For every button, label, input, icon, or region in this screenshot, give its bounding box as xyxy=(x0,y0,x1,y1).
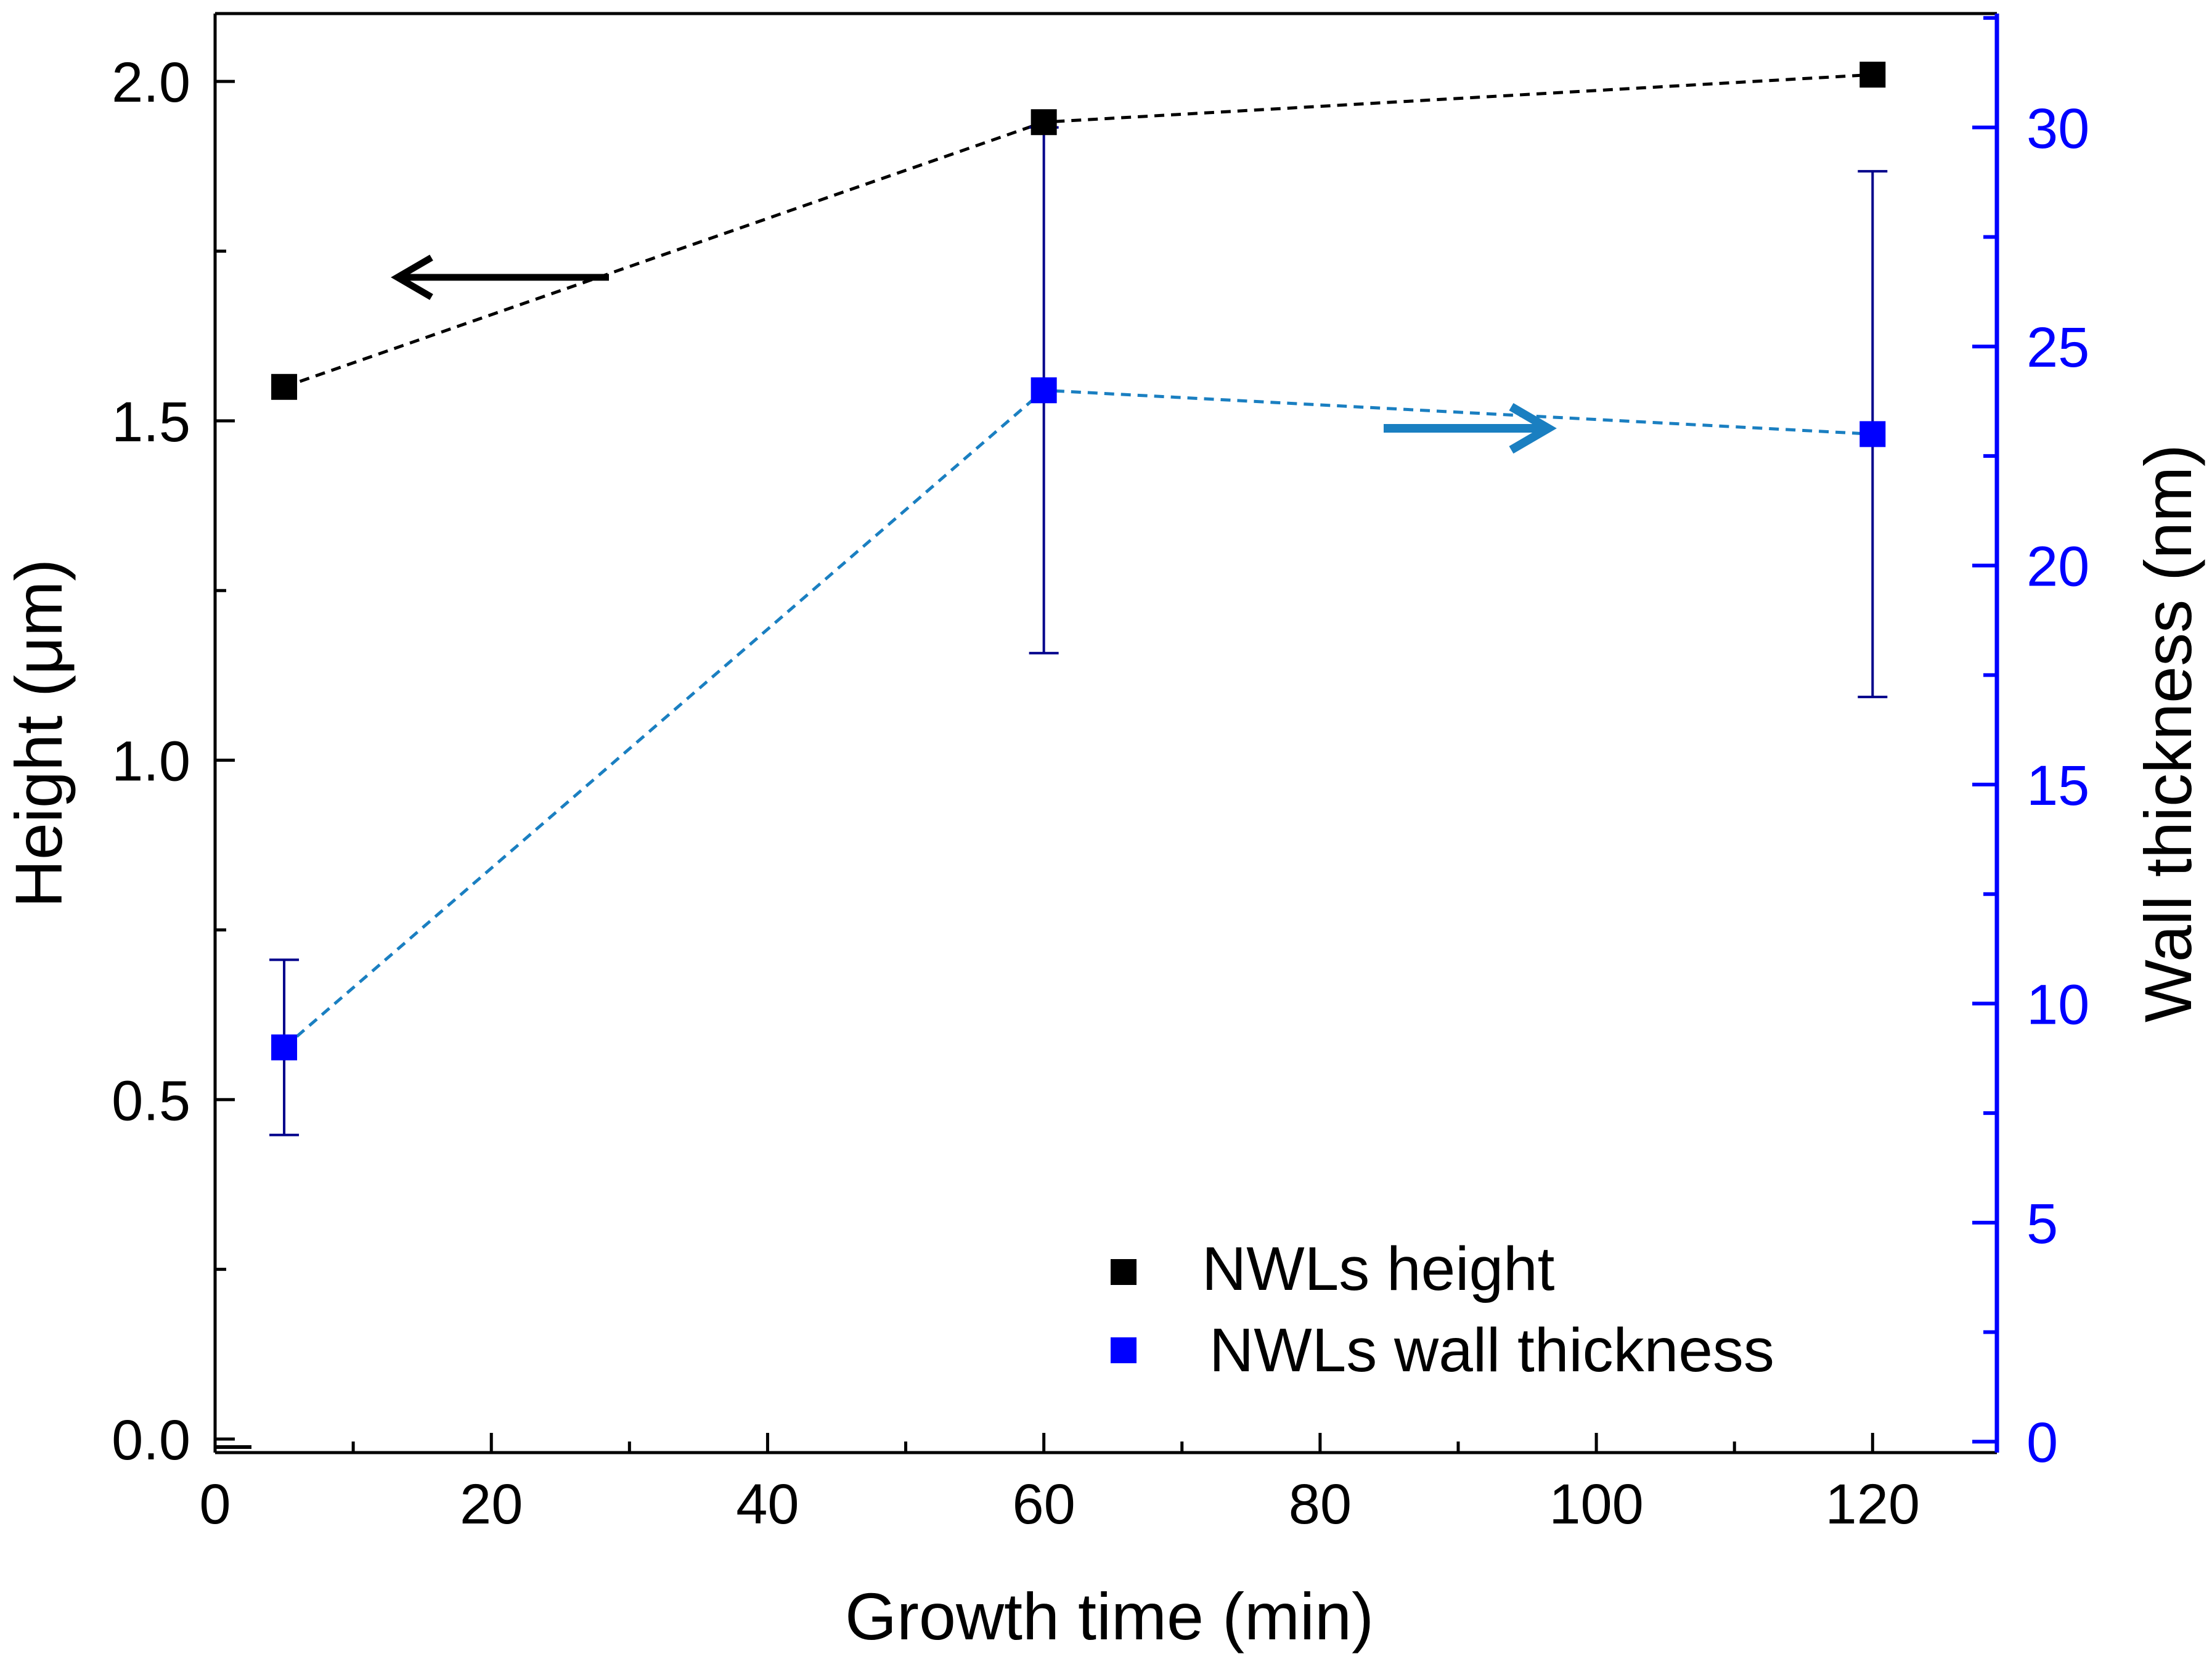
axes xyxy=(213,12,1999,1454)
series-points xyxy=(271,62,1886,1061)
legend: NWLs height NWLs wall thickness xyxy=(1111,1234,1774,1385)
y-tick-label: 0.5 xyxy=(112,1069,190,1132)
y-tick-label: 1.5 xyxy=(112,391,190,454)
legend-marker-wall xyxy=(1111,1337,1137,1363)
x-axis-title: Growth time (min) xyxy=(845,1579,1374,1654)
data-point-wall xyxy=(271,1034,298,1061)
x-tick-label: 100 xyxy=(1549,1473,1644,1536)
data-point-height xyxy=(1859,62,1886,88)
data-point-wall xyxy=(1030,377,1057,404)
legend-marker-height xyxy=(1111,1259,1137,1285)
left-arrow-head xyxy=(391,255,433,300)
y-tick-label: 0.0 xyxy=(112,1409,190,1472)
x-ticks: 0 20 40 60 80 100 120 xyxy=(199,1433,1920,1536)
y-tick-label: 2.0 xyxy=(112,51,190,114)
y-ticks: 0.0 0.5 1.0 1.5 2.0 xyxy=(112,51,235,1472)
data-point-wall xyxy=(1859,421,1886,447)
y2-tick-label: 25 xyxy=(2026,316,2089,379)
y-axis-title: Height (μm) xyxy=(1,559,76,908)
x-tick-label: 120 xyxy=(1826,1473,1920,1536)
x-tick-label: 0 xyxy=(199,1473,231,1536)
data-point-height xyxy=(1030,109,1057,136)
x-tick-label: 60 xyxy=(1012,1473,1075,1536)
y2-tick-label: 10 xyxy=(2026,973,2089,1036)
x-tick-label: 80 xyxy=(1289,1473,1352,1536)
y2-tick-label: 20 xyxy=(2026,536,2089,598)
y-tick-label: 1.0 xyxy=(112,730,190,793)
data-point-height xyxy=(271,373,298,400)
left-axis-indicator-arrow xyxy=(391,255,609,300)
y2-tick-label: 30 xyxy=(2026,97,2089,160)
x-tick-label: 40 xyxy=(736,1473,799,1536)
y2-ticks: 0 5 10 15 20 25 30 xyxy=(1972,16,2089,1474)
x-tick-label: 20 xyxy=(460,1473,523,1536)
y2-tick-label: 5 xyxy=(2026,1193,2058,1255)
legend-label-wall: NWLs wall thickness xyxy=(1209,1316,1774,1385)
right-axis-indicator-arrow xyxy=(1384,402,1557,454)
y2-tick-label: 0 xyxy=(2026,1411,2058,1474)
legend-label-height: NWLs height xyxy=(1202,1234,1555,1303)
y2-tick-label: 15 xyxy=(2026,754,2089,817)
right-arrow-head xyxy=(1509,402,1557,454)
y2-axis-title: Wall thickness (nm) xyxy=(2131,444,2205,1022)
